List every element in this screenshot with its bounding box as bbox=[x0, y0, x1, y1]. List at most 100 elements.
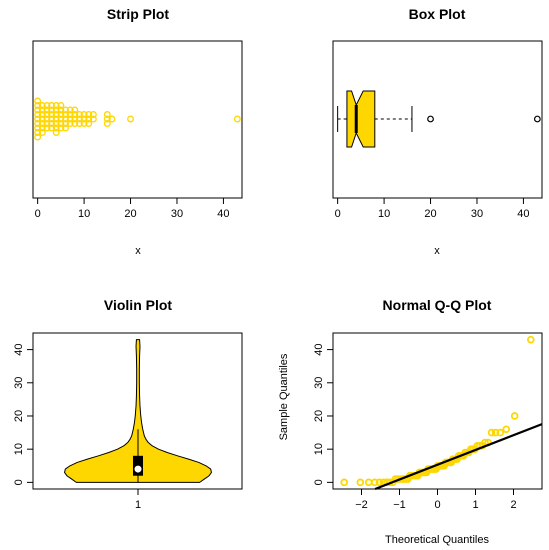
strip-point bbox=[48, 115, 56, 123]
qq-point bbox=[356, 478, 365, 487]
box-plot-x-tick-label: 10 bbox=[378, 208, 390, 220]
qq-plot-y-tick-label: 10 bbox=[313, 443, 325, 455]
qq-plot-x-tick-label: 1 bbox=[472, 499, 478, 511]
box-plot-frame bbox=[332, 40, 543, 199]
qq-point bbox=[526, 335, 535, 344]
qq-point bbox=[487, 428, 496, 437]
strip-point bbox=[108, 115, 116, 123]
violin-x-tick-label: 1 bbox=[135, 499, 141, 511]
strip-point bbox=[52, 102, 60, 109]
strip-point bbox=[71, 115, 79, 123]
strip-point bbox=[57, 102, 65, 109]
qq-point bbox=[491, 428, 500, 437]
strip-plot-frame bbox=[32, 40, 243, 199]
strip-point bbox=[52, 111, 60, 118]
qq-plot-x-tick-label: 0 bbox=[434, 499, 440, 511]
strip-point bbox=[34, 102, 42, 109]
strip-point bbox=[71, 120, 79, 127]
box-plot-x-tick-label: 20 bbox=[424, 208, 436, 220]
strip-point bbox=[89, 111, 97, 118]
box-plot-x-tick-label: 30 bbox=[471, 208, 483, 220]
strip-point bbox=[48, 111, 56, 118]
qq-point bbox=[496, 428, 505, 437]
qq-plot-panel: Normal Q-Q Plot Theoretical Quantiles Sa… bbox=[278, 297, 543, 546]
violin-plot-y-tick-label: 20 bbox=[13, 410, 25, 422]
violin-shape bbox=[64, 339, 212, 483]
strip-plot-x-tick-label: 20 bbox=[124, 208, 136, 220]
violin-plot-y-tick-label: 0 bbox=[13, 479, 25, 485]
strip-plot-panel: Strip Plot x 0 10 20 30 40 bbox=[32, 6, 243, 257]
violin-median-point bbox=[134, 465, 142, 473]
strip-point bbox=[52, 129, 60, 136]
strip-point bbox=[66, 111, 74, 118]
strip-point bbox=[71, 106, 79, 114]
strip-point bbox=[52, 106, 60, 114]
strip-plot-title: Strip Plot bbox=[107, 6, 170, 22]
strip-point bbox=[103, 115, 111, 123]
strip-point bbox=[66, 106, 74, 114]
strip-plot-x-tick-label: 10 bbox=[78, 208, 90, 220]
box-outlier bbox=[427, 115, 434, 123]
box-plot-x-tick-label: 40 bbox=[517, 208, 529, 220]
strip-point bbox=[85, 120, 93, 127]
strip-point bbox=[62, 115, 69, 123]
strip-point bbox=[62, 111, 69, 118]
strip-point bbox=[34, 129, 42, 136]
strip-point bbox=[85, 115, 93, 123]
strip-point bbox=[80, 120, 88, 127]
strip-point bbox=[57, 111, 65, 118]
strip-point bbox=[80, 115, 88, 123]
strip-point bbox=[66, 115, 74, 123]
strip-point bbox=[34, 133, 42, 141]
strip-point bbox=[103, 111, 111, 118]
strip-point bbox=[43, 102, 51, 109]
strip-point bbox=[62, 106, 69, 114]
strip-plot-x-tick-label: 40 bbox=[217, 208, 229, 220]
strip-point bbox=[48, 106, 56, 114]
strip-point bbox=[38, 102, 46, 109]
strip-point bbox=[75, 111, 83, 118]
qq-plot-x-tick-label: −1 bbox=[393, 499, 406, 511]
strip-plot-x-tick-label: 30 bbox=[171, 208, 183, 220]
qq-plot-title: Normal Q-Q Plot bbox=[383, 297, 492, 313]
strip-point bbox=[57, 115, 65, 123]
strip-point bbox=[52, 120, 60, 127]
box-plot-title: Box Plot bbox=[409, 6, 466, 22]
strip-point bbox=[34, 111, 42, 118]
qq-point bbox=[510, 412, 519, 420]
strip-point bbox=[48, 102, 56, 109]
strip-point bbox=[75, 120, 83, 127]
strip-point bbox=[38, 115, 46, 123]
box-plot-x-tick-label: 0 bbox=[335, 208, 341, 220]
violin-plot-title: Violin Plot bbox=[104, 297, 173, 313]
qq-plot-y-tick-label: 40 bbox=[313, 343, 325, 355]
strip-point bbox=[43, 106, 51, 114]
strip-point bbox=[52, 115, 60, 123]
strip-point bbox=[38, 129, 46, 136]
strip-point bbox=[71, 111, 79, 118]
qq-point bbox=[370, 478, 379, 487]
qq-plot-x-tick-label: 2 bbox=[510, 499, 516, 511]
violin-plot-y-tick-label: 10 bbox=[13, 443, 25, 455]
strip-point bbox=[43, 120, 51, 127]
strip-point bbox=[57, 120, 65, 127]
qq-point bbox=[375, 478, 384, 487]
box-notched-body bbox=[346, 90, 376, 148]
strip-point bbox=[38, 111, 46, 118]
qq-plot-y-tick-label: 30 bbox=[313, 377, 325, 389]
strip-point bbox=[57, 106, 65, 114]
strip-point bbox=[34, 115, 42, 123]
violin-plot-y-tick-label: 30 bbox=[13, 377, 25, 389]
strip-point bbox=[43, 111, 51, 118]
strip-point bbox=[80, 111, 88, 118]
strip-point bbox=[48, 124, 56, 132]
violin-plot-y-tick-label: 40 bbox=[13, 343, 25, 355]
strip-point bbox=[43, 115, 51, 123]
strip-point bbox=[62, 120, 69, 127]
strip-point bbox=[89, 115, 97, 123]
strip-point bbox=[34, 124, 42, 132]
strip-point bbox=[85, 111, 93, 118]
strip-point bbox=[233, 115, 241, 123]
strip-point bbox=[75, 115, 83, 123]
